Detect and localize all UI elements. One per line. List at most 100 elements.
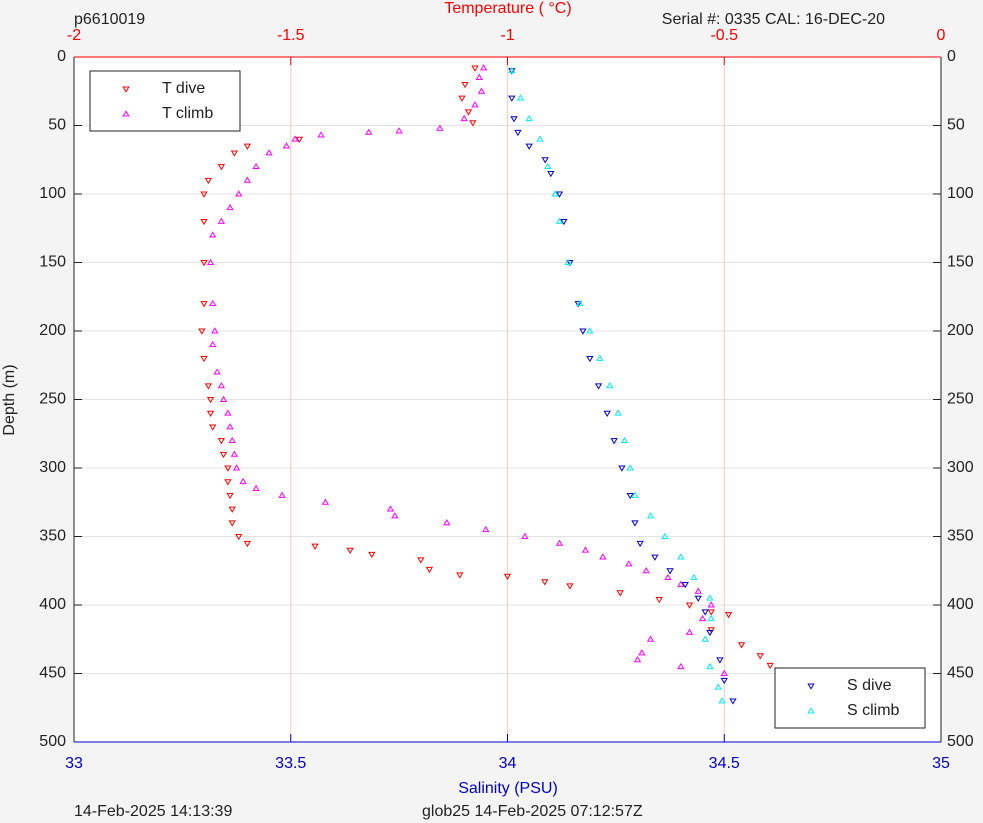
point: [620, 436, 629, 444]
x-tick-label: 33.5: [275, 755, 306, 772]
point: [230, 150, 239, 157]
y-right-tick-label: 200: [947, 322, 974, 339]
y-tick-label: 400: [39, 596, 66, 613]
x2-tick-label: -1: [500, 27, 514, 44]
point: [706, 629, 714, 637]
x-axis-title: Salinity (PSU): [458, 780, 558, 797]
point: [211, 327, 219, 334]
point: [756, 653, 764, 660]
point: [365, 128, 373, 135]
y-tick-label: 200: [39, 322, 66, 339]
point: [209, 340, 217, 348]
point: [239, 477, 247, 485]
point: [618, 465, 626, 472]
point: [386, 505, 395, 512]
point: [209, 299, 217, 307]
footer-right: glob25 14-Feb-2025 07:12:57Z: [422, 803, 643, 820]
point: [707, 614, 715, 622]
point: [633, 656, 642, 663]
x-tick-label: 35: [932, 755, 950, 772]
y-right-tick-label: 150: [947, 254, 974, 271]
point: [217, 382, 226, 389]
point: [560, 218, 568, 226]
legend-marker: [807, 707, 815, 714]
point: [661, 532, 669, 539]
x2-tick-label: -1.5: [277, 27, 305, 44]
point: [461, 81, 469, 89]
point: [694, 595, 702, 602]
point: [555, 191, 564, 198]
point: [456, 572, 464, 579]
x2-tick-label: 0: [937, 27, 946, 44]
point: [226, 203, 234, 211]
point: [219, 451, 228, 459]
legend-label: S climb: [847, 702, 900, 719]
y-tick-label: 0: [57, 48, 66, 65]
point: [243, 176, 252, 183]
point: [200, 260, 208, 267]
point: [521, 532, 529, 539]
point: [321, 498, 330, 505]
point: [477, 87, 486, 94]
legend-label: T dive: [162, 80, 205, 97]
y-tick-label: 300: [39, 459, 66, 476]
y-right-tick-label: 450: [947, 665, 974, 682]
x2-axis-title: Temperature ( °C): [444, 0, 571, 17]
point: [206, 397, 215, 404]
point: [252, 484, 260, 492]
point: [291, 135, 299, 142]
point: [646, 635, 655, 642]
point: [198, 328, 206, 335]
point: [579, 328, 587, 335]
point: [226, 492, 234, 500]
point: [224, 465, 232, 472]
point: [217, 438, 226, 445]
point: [707, 601, 715, 608]
y-right-tick-label: 250: [947, 391, 974, 408]
point: [707, 609, 715, 616]
point: [574, 301, 582, 308]
point: [631, 491, 639, 498]
point: [625, 560, 633, 567]
legend: [89, 70, 241, 132]
point: [564, 258, 572, 265]
point: [586, 355, 594, 363]
point: [586, 327, 594, 334]
point: [458, 95, 466, 102]
y-right-tick-label: 500: [947, 733, 974, 750]
point: [471, 101, 479, 108]
y-tick-label: 350: [39, 528, 66, 545]
label-right: Serial #: 0335 CAL: 16-DEC-20: [662, 11, 885, 28]
point: [228, 520, 236, 527]
point: [525, 114, 533, 122]
point: [204, 383, 213, 390]
point: [685, 628, 694, 635]
point: [209, 231, 217, 238]
legend-marker: [122, 110, 130, 117]
point: [626, 492, 634, 500]
point: [282, 142, 291, 149]
point: [536, 135, 544, 142]
legend-label: T climb: [162, 105, 213, 122]
point: [646, 512, 655, 519]
point: [209, 424, 217, 431]
point: [200, 191, 208, 198]
x-tick-label: 34.5: [709, 755, 740, 772]
point: [603, 410, 611, 417]
point: [677, 580, 685, 587]
y-tick-label: 150: [39, 254, 66, 271]
point: [651, 554, 659, 561]
point: [464, 109, 473, 116]
legend-label: S dive: [847, 677, 892, 694]
point: [217, 164, 226, 171]
point: [720, 677, 728, 685]
y-axis-title: Depth (m): [1, 364, 18, 435]
point: [581, 546, 590, 553]
legend-marker: [122, 86, 130, 93]
point: [460, 114, 468, 122]
y-tick-label: 100: [39, 185, 66, 202]
point: [395, 127, 403, 134]
point: [690, 573, 698, 581]
point: [200, 301, 208, 308]
